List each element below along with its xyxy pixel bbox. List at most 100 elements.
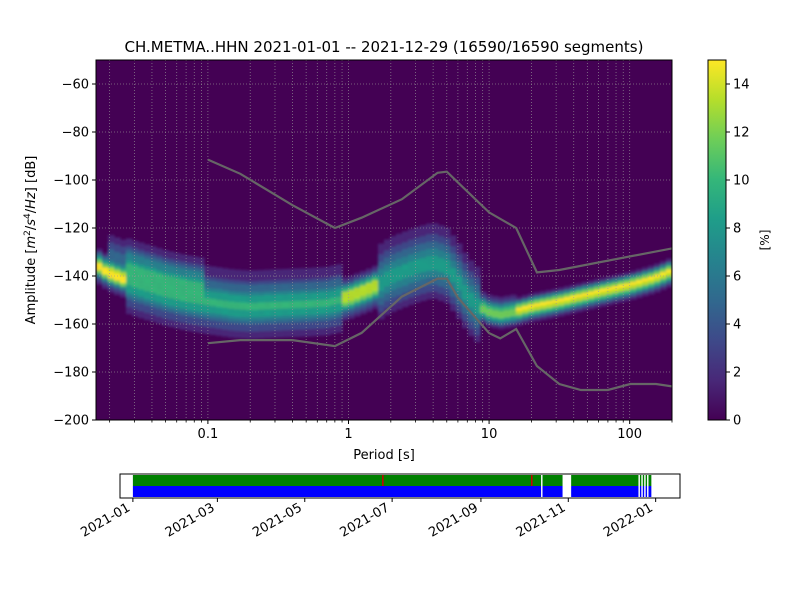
density-cell: [666, 265, 672, 270]
density-cell: [264, 291, 271, 295]
density-cell: [246, 292, 253, 296]
density-cell: [462, 317, 469, 322]
density-cell: [162, 293, 169, 297]
density-cell: [210, 277, 217, 281]
density-cell: [468, 328, 475, 333]
density-cell: [288, 333, 295, 338]
density-cell: [258, 291, 265, 296]
density-cell: [456, 308, 463, 312]
density-cell: [396, 255, 403, 260]
density-cell: [156, 316, 163, 321]
density-cell: [216, 328, 223, 333]
density-cell: [324, 288, 331, 293]
density-cell: [300, 271, 307, 276]
density-cell: [132, 280, 139, 284]
density-cell: [234, 305, 241, 310]
density-cell: [450, 278, 457, 283]
density-cell: [396, 259, 403, 263]
density-cell: [468, 282, 475, 286]
colorbar-tick-label: 14: [733, 78, 750, 93]
density-cell: [270, 294, 277, 299]
density-cell: [198, 275, 205, 280]
density-cell: [468, 271, 475, 275]
density-cell: [138, 242, 145, 247]
density-cell: [198, 257, 205, 262]
density-cell: [426, 288, 433, 293]
density-cell: [222, 271, 229, 276]
density-cell: [438, 243, 445, 247]
density-cell: [408, 286, 415, 291]
density-cell: [324, 295, 331, 300]
density-cell: [450, 242, 457, 247]
density-cell: [270, 283, 277, 288]
density-cell: [192, 314, 199, 318]
density-cell: [414, 234, 421, 238]
density-cell: [240, 331, 247, 335]
density-cell: [306, 304, 313, 308]
density-cell: [210, 316, 217, 321]
density-cell: [150, 318, 157, 322]
density-cell: [132, 291, 139, 295]
density-cell: [288, 326, 295, 330]
density-cell: [258, 316, 265, 321]
density-cell: [420, 228, 427, 233]
density-cell: [216, 314, 223, 318]
density-cell: [456, 301, 463, 305]
density-cell: [312, 325, 319, 329]
density-cell: [354, 312, 361, 317]
density-cell: [222, 297, 229, 301]
density-cell: [162, 264, 169, 269]
density-cell: [180, 265, 187, 269]
density-cell: [288, 329, 295, 334]
density-cell: [474, 281, 481, 285]
density-cell: [414, 277, 421, 282]
density-cell: [360, 303, 367, 307]
density-cell: [504, 310, 511, 314]
density-cell: [192, 310, 199, 315]
density-cell: [132, 262, 139, 266]
density-cell: [486, 312, 493, 317]
density-cell: [402, 263, 409, 268]
density-cell: [408, 272, 415, 276]
density-cell: [408, 257, 415, 262]
density-cell: [294, 297, 301, 301]
density-cell: [270, 309, 277, 313]
density-cell: [96, 270, 103, 274]
density-cell: [342, 295, 349, 299]
density-cell: [234, 323, 241, 328]
density-cell: [162, 311, 169, 315]
density-cell: [348, 279, 355, 283]
density-cell: [366, 293, 373, 298]
density-cell: [576, 286, 583, 291]
density-cell: [204, 319, 211, 324]
density-cell: [564, 286, 571, 290]
density-cell: [156, 273, 163, 277]
density-cell: [576, 283, 583, 287]
density-cell: [462, 292, 469, 296]
density-cell: [540, 312, 547, 317]
density-cell: [324, 324, 331, 329]
density-cell: [570, 284, 577, 289]
density-cell: [240, 284, 247, 289]
density-cell: [288, 319, 295, 323]
density-cell: [474, 309, 481, 314]
density-cell: [180, 301, 187, 305]
density-cell: [330, 301, 337, 306]
density-cell: [144, 312, 151, 317]
density-cell: [396, 251, 403, 256]
density-cell: [654, 277, 661, 282]
density-cell: [420, 264, 427, 269]
density-cell: [444, 263, 451, 268]
density-cell: [378, 243, 385, 248]
density-cell: [438, 254, 445, 258]
density-cell: [276, 283, 283, 288]
density-cell: [606, 301, 613, 306]
density-cell: [144, 269, 151, 274]
density-cell: [150, 264, 157, 268]
density-cell: [180, 315, 187, 320]
density-cell: [432, 270, 439, 274]
density-cell: [564, 293, 571, 297]
density-cell: [132, 247, 139, 252]
density-cell: [594, 300, 601, 305]
density-cell: [660, 271, 667, 276]
